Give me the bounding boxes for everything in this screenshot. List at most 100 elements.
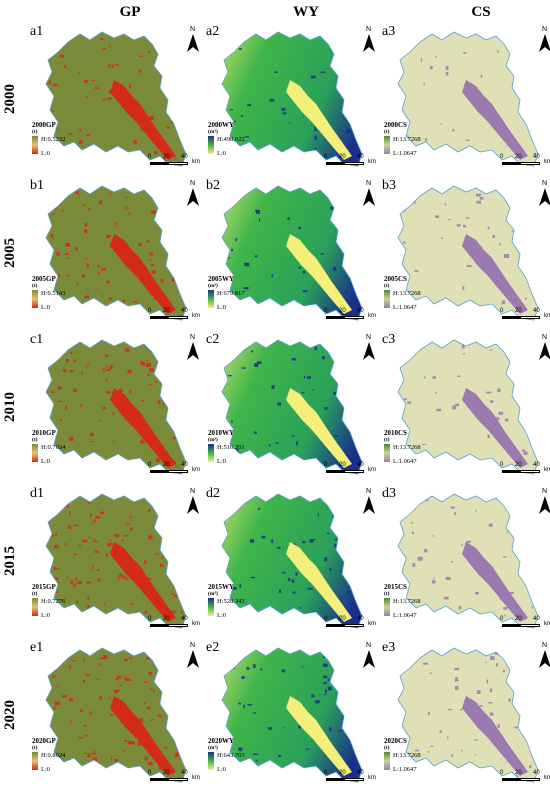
scale-bar-graphic xyxy=(150,162,188,165)
scale-tick: 0 xyxy=(148,770,152,776)
scale-bar-graphic xyxy=(326,778,364,781)
legend-unit: (t) xyxy=(32,283,38,289)
scale-tick: 40 xyxy=(181,770,188,776)
column-header-gp: GP xyxy=(119,4,141,20)
legend-wy: 2000WY (m³) H:498.022 L:0 xyxy=(208,122,245,158)
legend-color-bar xyxy=(208,136,214,154)
column-header-wy: WY xyxy=(293,4,319,20)
panel-e3: e3 N 2020CS (t) H:13.7268 L:1.0647 0 20 40 km xyxy=(380,640,550,796)
legend-color-bar xyxy=(384,444,390,462)
legend-low: L:1.0647 xyxy=(393,304,417,311)
scale-tick: 40 xyxy=(357,154,364,160)
scale-tick: 40 xyxy=(357,770,364,776)
scale-tick: 40 xyxy=(533,308,540,314)
north-label: N xyxy=(366,180,372,187)
north-label: N xyxy=(366,642,372,649)
legend-low: L:0 xyxy=(217,612,227,619)
legend-high: H:13.7268 xyxy=(393,290,421,297)
north-arrow-icon: N xyxy=(186,180,200,208)
north-label: N xyxy=(190,26,196,33)
north-arrow-icon: N xyxy=(538,334,550,362)
scale-unit: km xyxy=(368,467,376,473)
scale-bar: 0 20 40 km xyxy=(500,308,550,328)
legend-color-bar xyxy=(208,290,214,308)
scale-tick: 20 xyxy=(515,308,522,314)
north-label: N xyxy=(542,642,548,649)
legend-title: 2000CS xyxy=(384,121,407,129)
panel-d2: d2 N 2015WY (m³) H:528.343 L:0 0 20 40 km xyxy=(204,486,380,642)
legend-unit: (t) xyxy=(32,745,38,751)
scale-tick: 40 xyxy=(533,462,540,468)
legend-gp: 2020GP (t) H:0.8024 L:0 xyxy=(32,737,65,774)
north-label: N xyxy=(542,334,548,341)
scale-unit: km xyxy=(544,467,550,473)
legend-low: L:1.0647 xyxy=(393,150,417,157)
scale-unit: km xyxy=(192,159,200,165)
scale-bar: 0 20 40 km xyxy=(500,154,550,174)
scale-bar-graphic xyxy=(502,316,540,319)
scale-bar: 0 20 40 km xyxy=(500,770,550,790)
scale-tick: 40 xyxy=(533,616,540,622)
scale-tick: 40 xyxy=(533,770,540,776)
legend-high: H:13.7268 xyxy=(393,136,421,143)
legend-title: 2020GP xyxy=(32,737,56,745)
legend-wy: 2010WY (m³) H:516.261 L:0 xyxy=(208,430,245,466)
legend-low: L:0 xyxy=(217,150,227,157)
legend-color-bar xyxy=(384,752,390,770)
scale-unit: km xyxy=(368,621,376,627)
north-arrow-icon: N xyxy=(362,180,376,208)
legend-unit: (t) xyxy=(32,129,38,135)
cs-map-2015 xyxy=(397,493,539,629)
column-header-cs: CS xyxy=(471,4,491,20)
legend-title: 2015GP xyxy=(32,583,56,591)
panel-c1: c1 N 2010GP (t) H:0.7034 L:0 0 20 40 km xyxy=(28,332,204,488)
scale-unit: km xyxy=(544,159,550,165)
scale-bar-graphic xyxy=(502,162,540,165)
north-label: N xyxy=(190,488,196,495)
scale-tick: 0 xyxy=(500,308,504,314)
panel-label: e1 xyxy=(30,640,44,655)
scale-tick: 20 xyxy=(339,770,346,776)
legend-wy: 2020WY (m³) H:643.703 L:0 xyxy=(208,738,245,774)
scale-tick: 40 xyxy=(181,616,188,622)
north-arrow-icon: N xyxy=(186,642,200,670)
legend-unit: (m³) xyxy=(208,283,218,289)
scale-tick: 20 xyxy=(339,308,346,314)
scale-bar-graphic xyxy=(326,162,364,165)
scale-tick: 20 xyxy=(163,154,170,160)
legend-title: 2005WY xyxy=(208,275,235,283)
panel-a3: a3 N 2000CS (t) H:13.7268 L:1.0647 0 20 40 km xyxy=(380,24,550,180)
legend-cs: 2005CS (t) H:13.7268 L:1.0647 xyxy=(384,275,421,312)
legend-cs: 2020CS (t) H:13.7268 L:1.0647 xyxy=(384,737,421,774)
legend-low: L:0 xyxy=(41,304,51,311)
row-header-2015: 2015 xyxy=(2,546,18,576)
north-label: N xyxy=(366,26,372,33)
legend-high: H:0.8024 xyxy=(41,752,66,759)
row-header-2000: 2000 xyxy=(2,84,18,114)
legend-title: 2005CS xyxy=(384,275,407,283)
scale-bar-graphic xyxy=(326,470,364,473)
north-label: N xyxy=(542,488,548,495)
panel-label: b2 xyxy=(206,178,220,193)
legend-high: H:498.022 xyxy=(217,136,245,143)
legend-gp: 2015GP (t) H:0.7276 L:0 xyxy=(32,583,65,620)
scale-tick: 20 xyxy=(515,770,522,776)
scale-bar-graphic xyxy=(502,470,540,473)
scale-tick: 0 xyxy=(324,770,328,776)
scale-tick: 20 xyxy=(515,462,522,468)
legend-title: 2020CS xyxy=(384,737,407,745)
panel-d1: d1 N 2015GP (t) H:0.7276 L:0 0 20 40 km xyxy=(28,486,204,642)
panel-label: d2 xyxy=(206,486,220,501)
scale-bar-graphic xyxy=(150,470,188,473)
scale-bar: 0 20 40 km xyxy=(324,308,380,328)
legend-color-bar xyxy=(384,598,390,616)
panel-label: a2 xyxy=(206,24,220,39)
scale-bar-graphic xyxy=(502,778,540,781)
wy-map-2010 xyxy=(221,339,363,475)
legend-low: L:0 xyxy=(41,766,51,773)
legend-wy: 2015WY (m³) H:528.343 L:0 xyxy=(208,584,245,620)
scale-bar: 0 20 40 km xyxy=(500,462,550,482)
scale-tick: 0 xyxy=(148,154,152,160)
panel-label: e2 xyxy=(206,640,220,655)
legend-high: H:516.261 xyxy=(217,444,245,451)
